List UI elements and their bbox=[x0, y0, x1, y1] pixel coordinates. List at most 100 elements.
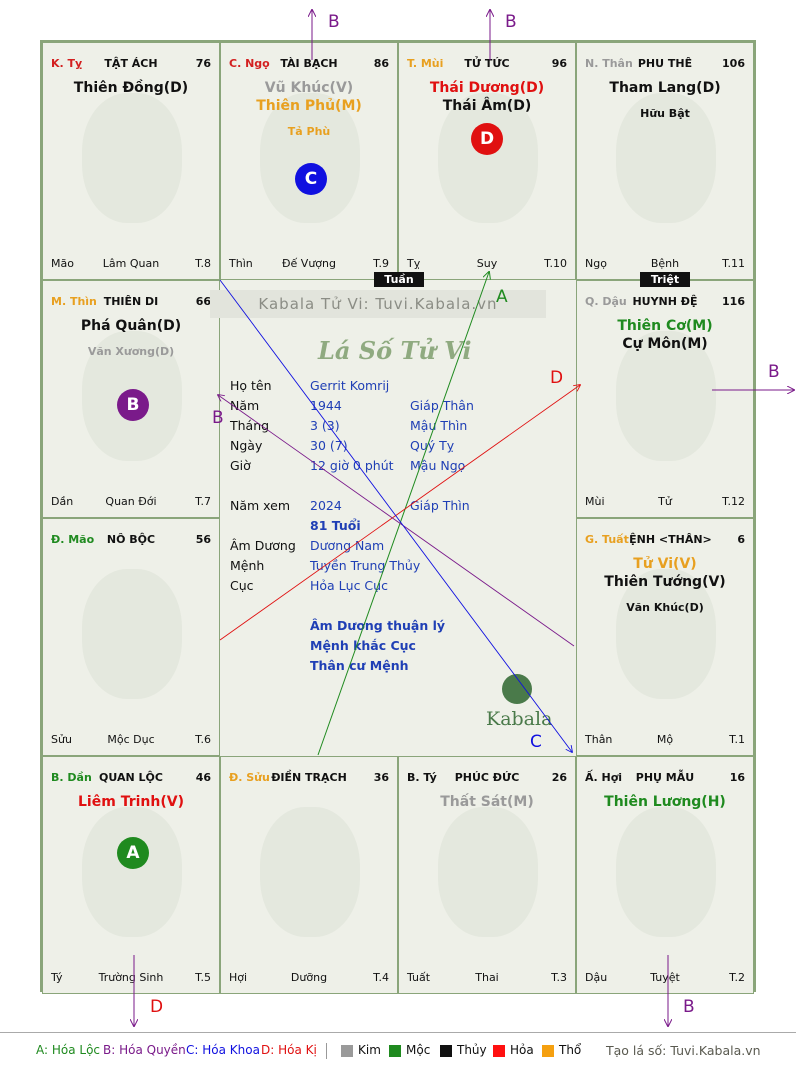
palace-footer: Tuất Thai T.3 bbox=[407, 971, 567, 985]
chart-title: Lá Số Tử Vi bbox=[318, 336, 472, 365]
palace-stage: Mộ bbox=[656, 733, 674, 746]
palace-name: HUYNH ĐỆ bbox=[632, 295, 698, 308]
palace-stage: Dưỡng bbox=[290, 971, 328, 984]
site-link[interactable]: Tạo lá số: Tuvi.Kabala.vn bbox=[606, 1043, 761, 1058]
palace-stars: Liêm Trinh(V) bbox=[43, 793, 219, 811]
palace-number: 36 bbox=[373, 771, 389, 784]
palace-can-chi: N. Thân bbox=[585, 57, 633, 70]
palace-decade: T.1 bbox=[729, 733, 745, 746]
legend-hoa: Hỏa bbox=[510, 1043, 534, 1057]
label-menh: Mệnh bbox=[230, 558, 265, 573]
palace-stage: Tuyệt bbox=[650, 971, 680, 984]
palace-stars: Thiên Lương(H) bbox=[577, 793, 753, 811]
tuan-tag: Tuần bbox=[374, 272, 424, 287]
line-label-d: D bbox=[550, 368, 564, 388]
palace-stars: Vũ Khúc(V) Thiên Phủ(M) Tả Phù bbox=[221, 79, 397, 138]
palace-tuat: MỆNH <THÂN> G. Tuất 6 Tử Vi(V) Thiên Tướng(V… bbox=[576, 518, 754, 756]
value-nam-xem: 2024 bbox=[310, 498, 342, 513]
palace-decade: T.7 bbox=[195, 495, 211, 508]
palace-branch: Tỵ bbox=[407, 257, 421, 270]
minor-star: Văn Khúc(D) bbox=[626, 601, 704, 614]
palace-stars: Thất Sát(M) bbox=[399, 793, 575, 811]
palace-header: PHỤ MẪU Ấ. Hợi 16 bbox=[585, 771, 745, 787]
swatch-hoa bbox=[493, 1045, 505, 1057]
palace-number: 66 bbox=[195, 295, 211, 308]
major-star: Thái Dương(D) bbox=[429, 80, 545, 96]
arrow-label-bottom-b: B bbox=[683, 997, 695, 1017]
major-star: Thiên Đồng(D) bbox=[73, 80, 189, 96]
palace-decade: T.9 bbox=[373, 257, 389, 270]
palace-branch: Sửu bbox=[51, 733, 72, 746]
palace-header: ĐIỀN TRẠCH Đ. Sửu 36 bbox=[229, 771, 389, 787]
palace-decade: T.4 bbox=[373, 971, 389, 984]
palace-decade: T.2 bbox=[729, 971, 745, 984]
legend-separator bbox=[326, 1043, 327, 1059]
palace-footer: Ngọ Bệnh T.11 bbox=[585, 257, 745, 271]
palace-footer: Tỵ Suy T.10 bbox=[407, 257, 567, 271]
palace-ngo: TÀI BẠCH C. Ngọ 86 Vũ Khúc(V) Thiên Phủ(M) Tả… bbox=[220, 42, 398, 280]
palace-footer: Hợi Dưỡng T.4 bbox=[229, 971, 389, 985]
palace-branch: Mão bbox=[51, 257, 74, 270]
palace-decade: T.6 bbox=[195, 733, 211, 746]
major-star: Vũ Khúc(V) bbox=[264, 80, 354, 96]
value-tuoi: 81 Tuổi bbox=[310, 518, 361, 533]
palace-suu: ĐIỀN TRẠCH Đ. Sửu 36 Hợi Dưỡng T.4 bbox=[220, 756, 398, 994]
note-am-duong: Âm Dương thuận lý bbox=[310, 618, 446, 633]
legend-moc: Mộc bbox=[406, 1043, 431, 1057]
value-ho-ten: Gerrit Komrij bbox=[310, 378, 390, 393]
zodiac-animal-icon bbox=[616, 807, 716, 937]
palace-branch: Mùi bbox=[585, 495, 605, 508]
palace-header: THIÊN DI M. Thìn 66 bbox=[51, 295, 211, 311]
palace-stage: Suy bbox=[476, 257, 498, 270]
palace-footer: Thìn Đế Vượng T.9 bbox=[229, 257, 389, 271]
palace-can-chi: Ấ. Hợi bbox=[585, 771, 623, 784]
line-hoa-khoa bbox=[219, 279, 572, 752]
minor-star: Hữu Bật bbox=[640, 107, 690, 120]
label-cuc: Cục bbox=[230, 578, 254, 593]
palace-dan: QUAN LỘC B. Dần 46 Liêm Trinh(V) Tý Trường Si… bbox=[42, 756, 220, 994]
value-ngay-can: Quý Tỵ bbox=[410, 438, 455, 453]
palace-header: MỆNH <THÂN> G. Tuất 6 bbox=[585, 533, 745, 549]
arrow-label-right-b: B bbox=[768, 362, 780, 382]
label-thang: Tháng bbox=[230, 418, 270, 433]
label-gio: Giờ bbox=[230, 458, 251, 473]
palace-branch: Thìn bbox=[229, 257, 253, 270]
palace-name: QUAN LỘC bbox=[99, 771, 163, 784]
palace-footer: Mão Lâm Quan T.8 bbox=[51, 257, 211, 271]
palace-number: 96 bbox=[551, 57, 567, 70]
zodiac-animal-icon bbox=[438, 807, 538, 937]
swatch-thuy bbox=[440, 1045, 452, 1057]
palace-header: TỬ TỨC T. Mùi 96 bbox=[407, 57, 567, 73]
palace-name: PHÚC ĐỨC bbox=[454, 771, 520, 784]
palace-branch: Hợi bbox=[229, 971, 248, 984]
major-star: Liêm Trinh(V) bbox=[78, 794, 184, 810]
legend-hoa-khoa: C: Hóa Khoa bbox=[186, 1043, 260, 1057]
palace-stage: Lâm Quan bbox=[102, 257, 160, 270]
label-nam-xem: Năm xem bbox=[230, 498, 291, 513]
value-ngay: 30 (7) bbox=[310, 438, 348, 453]
palace-decade: T.12 bbox=[722, 495, 745, 508]
palace-can-chi: B. Tý bbox=[407, 771, 437, 784]
hoa-badge-b: B bbox=[117, 389, 149, 421]
arrow-label-top-b2: B bbox=[505, 12, 517, 32]
palace-stage: Mộc Dục bbox=[107, 733, 155, 746]
major-star: Thiên Lương(H) bbox=[604, 794, 726, 810]
watermark-text: Kabala Tử Vi: Tuvi.Kabala.vn bbox=[210, 290, 546, 318]
hoa-badge-d: D bbox=[471, 123, 503, 155]
palace-decade: T.11 bbox=[722, 257, 745, 270]
swatch-kim bbox=[341, 1045, 353, 1057]
swatch-tho bbox=[542, 1045, 554, 1057]
minor-star: Tả Phù bbox=[287, 125, 331, 138]
legend-hoa-loc: A: Hóa Lộc bbox=[36, 1043, 101, 1057]
palace-number: 16 bbox=[729, 771, 745, 784]
palace-branch: Dần bbox=[51, 495, 74, 508]
major-star: Thất Sát(M) bbox=[440, 794, 534, 810]
palace-stage: Quan Đới bbox=[105, 495, 157, 508]
palace-number: 26 bbox=[551, 771, 567, 784]
legend-thuy: Thủy bbox=[457, 1043, 487, 1057]
major-star: Thiên Tướng(V) bbox=[604, 574, 726, 590]
palace-thin: THIÊN DI M. Thìn 66 Phá Quân(D) Văn Xương(D)… bbox=[42, 280, 220, 518]
palace-ty2: PHÚC ĐỨC B. Tý 26 Thất Sát(M) Tuất Thai T.3 bbox=[398, 756, 576, 994]
palace-stage: Trường Sinh bbox=[98, 971, 164, 984]
palace-header: PHU THÊ N. Thân 106 bbox=[585, 57, 745, 73]
